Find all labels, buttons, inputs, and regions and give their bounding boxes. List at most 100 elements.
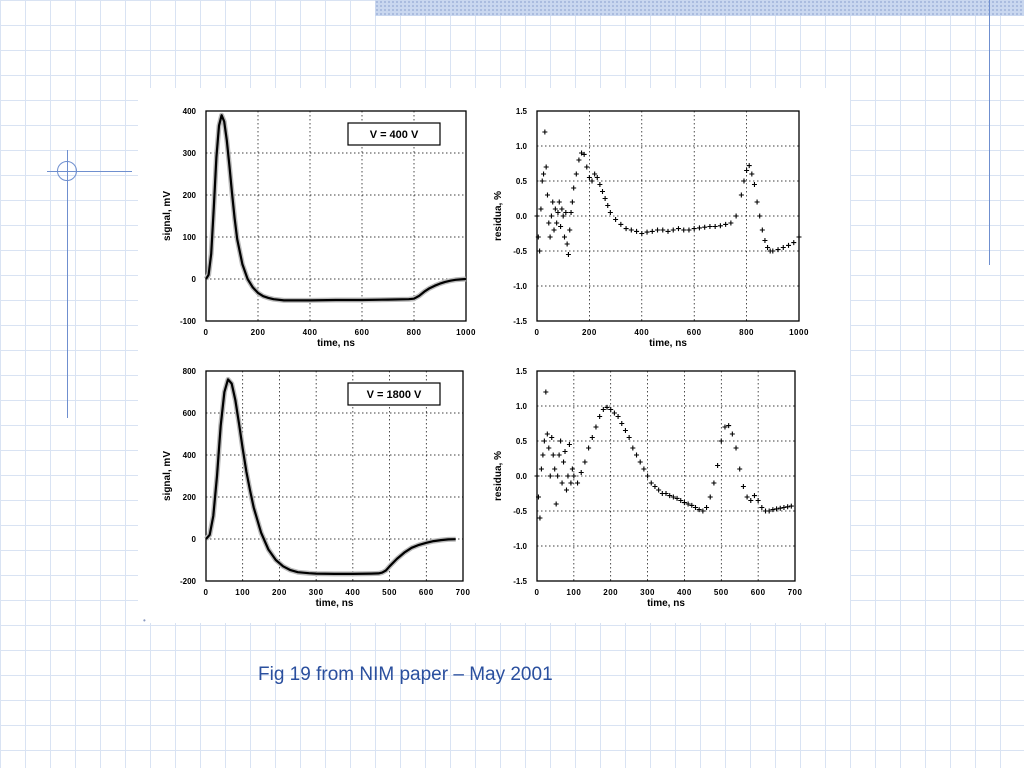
decorative-mark: • [143, 616, 146, 625]
data-point [639, 231, 645, 236]
data-point [593, 424, 599, 430]
data-point [534, 473, 540, 479]
data-point [562, 234, 568, 240]
data-point [534, 213, 540, 219]
y-tick-label: -1.5 [513, 577, 527, 586]
y-tick-label: -1.0 [513, 542, 527, 551]
data-point [715, 463, 721, 468]
y-tick-label: 800 [183, 367, 197, 376]
data-point [744, 168, 750, 173]
y-tick-label: 0.5 [516, 437, 528, 446]
data-point [626, 435, 632, 440]
annotation-label: V = 400 V [370, 129, 419, 141]
data-point [737, 466, 743, 472]
y-tick-label: 400 [183, 451, 197, 460]
data-point [550, 199, 556, 205]
data-point [733, 213, 739, 219]
data-point [535, 234, 541, 240]
data-point [696, 507, 702, 513]
x-tick-label: 600 [751, 588, 766, 597]
data-point [568, 480, 574, 486]
data-point [718, 438, 724, 444]
y-axis-label: residua, % [493, 451, 504, 501]
data-point [759, 505, 765, 510]
x-tick-label: 0 [204, 588, 209, 597]
x-tick-label: 100 [235, 588, 250, 597]
x-axis-label: time, ns [647, 598, 685, 609]
y-tick-label: -1.0 [513, 282, 527, 291]
chart-bottom-right: 0 100 200 300 400 500 600 700 -1.5 -1.0 -0.5 0.0 0.5… [493, 367, 802, 609]
data-point [744, 494, 750, 500]
data-point [589, 178, 595, 184]
x-tick-label: 200 [251, 328, 266, 337]
data-point [648, 480, 654, 486]
y-tick-label: 400 [183, 107, 197, 116]
data-point [759, 227, 765, 233]
data-point [539, 178, 545, 184]
y-tick-label: 0.5 [516, 177, 528, 186]
data-point [578, 470, 584, 475]
data-point [623, 226, 629, 232]
data-point [592, 171, 598, 177]
data-point [537, 248, 543, 254]
data-point [586, 175, 592, 180]
x-tick-label: 700 [788, 588, 803, 597]
y-axis-label: signal, mV [162, 451, 173, 501]
data-point [541, 171, 547, 177]
data-point [707, 224, 713, 229]
y-tick-label: 600 [183, 409, 197, 418]
data-point [548, 213, 554, 219]
data-point [558, 438, 564, 444]
chart-top-left: 0 200 400 600 800 1000-1000100200300400time, … [162, 107, 476, 349]
data-point [667, 493, 673, 499]
data-point [765, 245, 771, 250]
data-point [652, 484, 658, 489]
data-point [796, 234, 802, 240]
data-point [770, 507, 776, 513]
decorative-line [67, 150, 68, 418]
data-point [781, 505, 787, 510]
data-point [707, 494, 713, 500]
data-point [537, 515, 543, 521]
data-point [788, 503, 794, 509]
plot-frame [205, 110, 467, 322]
data-point [712, 224, 718, 229]
data-point [634, 228, 640, 234]
data-point [681, 500, 687, 506]
x-axis-label: time, ns [316, 598, 354, 609]
data-point [568, 210, 574, 215]
y-tick-label: 0.0 [516, 212, 528, 221]
data-point [644, 229, 650, 235]
data-point [579, 150, 585, 156]
data-point [723, 221, 729, 227]
y-tick-label: 0 [192, 535, 197, 544]
data-point [628, 227, 634, 233]
x-tick-label: 400 [345, 588, 360, 597]
y-tick-label: 0.0 [516, 472, 528, 481]
data-point [618, 221, 624, 227]
data-point [791, 240, 797, 246]
data-point [576, 157, 582, 163]
data-point [757, 213, 763, 219]
data-point [751, 182, 757, 187]
data-point [566, 442, 572, 447]
data-point [749, 171, 755, 177]
data-point [660, 227, 666, 233]
data-point [541, 438, 547, 444]
data-point [691, 226, 697, 232]
data-point [786, 242, 792, 248]
y-tick-label: 0 [192, 275, 197, 284]
plot-frame [205, 370, 464, 582]
data-point [780, 245, 786, 250]
data-point [649, 228, 655, 234]
x-tick-label: 1000 [456, 328, 476, 337]
data-point [711, 480, 717, 486]
data-point [542, 129, 548, 135]
x-tick-label: 600 [355, 328, 370, 337]
y-tick-label: -100 [180, 317, 197, 326]
data-point [762, 238, 768, 243]
data-point [681, 227, 687, 233]
data-point [670, 227, 676, 233]
x-tick-label: 0 [535, 328, 540, 337]
x-tick-label: 300 [309, 588, 324, 597]
